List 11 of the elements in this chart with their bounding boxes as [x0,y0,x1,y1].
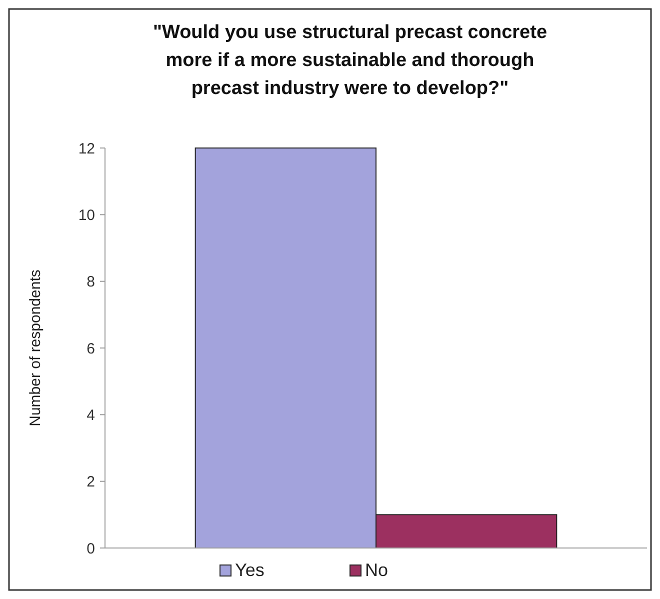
legend-label: No [365,560,388,580]
y-tick-label: 12 [78,140,95,158]
y-tick-label: 8 [86,274,95,291]
y-tick-label: 10 [78,206,95,224]
y-tick-label: 0 [86,540,95,558]
chart-title: "Would you use structural precast concrete more if a more sustainable and thorough precast industry were to develop?" [152,22,548,99]
y-axis-title: Number of respondents [27,270,44,426]
legend-label: Yes [235,560,264,580]
y-tick-label: 6 [86,340,95,358]
y-tick-label: 4 [86,406,95,424]
y-tick-label: 2 [86,474,95,491]
